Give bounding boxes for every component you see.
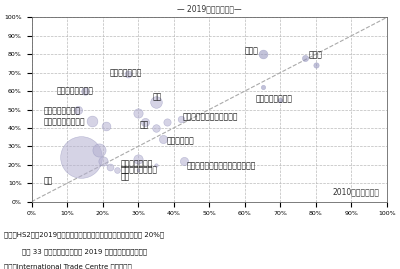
Point (135, 157, 141, 161)
Text: ハンドバッグ: ハンドバッグ (167, 136, 194, 145)
Point (181, 159, 188, 163)
Text: 外）: 外） (120, 172, 130, 181)
Text: 玩具: 玩具 (152, 92, 162, 101)
Point (302, 56, 308, 60)
Point (313, 63, 319, 68)
Point (142, 120, 148, 125)
Point (114, 168, 120, 172)
Point (259, 52, 266, 56)
Point (160, 137, 166, 141)
Point (78, 155, 84, 160)
Text: — 2019年時点の割合—: — 2019年時点の割合— (177, 5, 242, 14)
Point (259, 85, 266, 90)
Text: 2010年時点の割合: 2010年時点の割合 (333, 187, 380, 196)
Point (135, 168, 141, 172)
Text: 上の 33 分野。円の大きさは 2019 年の中国の輸出金額。: 上の 33 分野。円の大きさは 2019 年の中国の輸出金額。 (22, 249, 147, 256)
Text: 人造繊維の長繊維: 人造繊維の長繊維 (44, 106, 81, 115)
Text: かご、わら細工物: かご、わら細工物 (256, 95, 292, 104)
Text: ニット製の繊維: ニット製の繊維 (110, 68, 142, 77)
Text: 衣料品（メリヤ: 衣料品（メリヤ (120, 160, 153, 168)
Text: 傍、杖: 傍、杖 (309, 51, 323, 60)
Point (178, 116, 184, 121)
Point (124, 72, 131, 77)
Text: 資料：International Trade Centre から作成。: 資料：International Trade Centre から作成。 (4, 264, 132, 269)
Text: 備考：HS2析。2019年において世界の輸出に占める中国の割合が 20%以: 備考：HS2析。2019年において世界の輸出に占める中国の割合が 20%以 (4, 231, 164, 238)
Point (277, 98, 284, 102)
Point (100, 159, 106, 163)
Point (106, 165, 113, 169)
Text: 陶器、セラミック: 陶器、セラミック (56, 87, 93, 95)
Text: 電気機械、電子部品: 電気機械、電子部品 (44, 117, 86, 126)
Point (153, 163, 159, 167)
Point (153, 100, 159, 104)
Point (164, 120, 170, 125)
Text: 級繊用繊維のその他の製品: 級繊用繊維のその他の製品 (183, 112, 238, 121)
Point (103, 124, 109, 128)
Text: 家具: 家具 (140, 121, 149, 130)
Text: 革製品: 革製品 (245, 46, 259, 55)
Point (82, 89, 88, 93)
Text: ス・クロゼ編み以: ス・クロゼ編み以 (120, 166, 157, 175)
Point (153, 126, 159, 130)
Point (135, 111, 141, 115)
Point (74, 107, 81, 112)
Point (96, 148, 102, 152)
Text: 衣料品（メリヤス・クロゼ編み）: 衣料品（メリヤス・クロゼ編み） (186, 161, 256, 170)
Point (89, 118, 95, 123)
Text: 鉄鉱: 鉄鉱 (44, 176, 53, 185)
